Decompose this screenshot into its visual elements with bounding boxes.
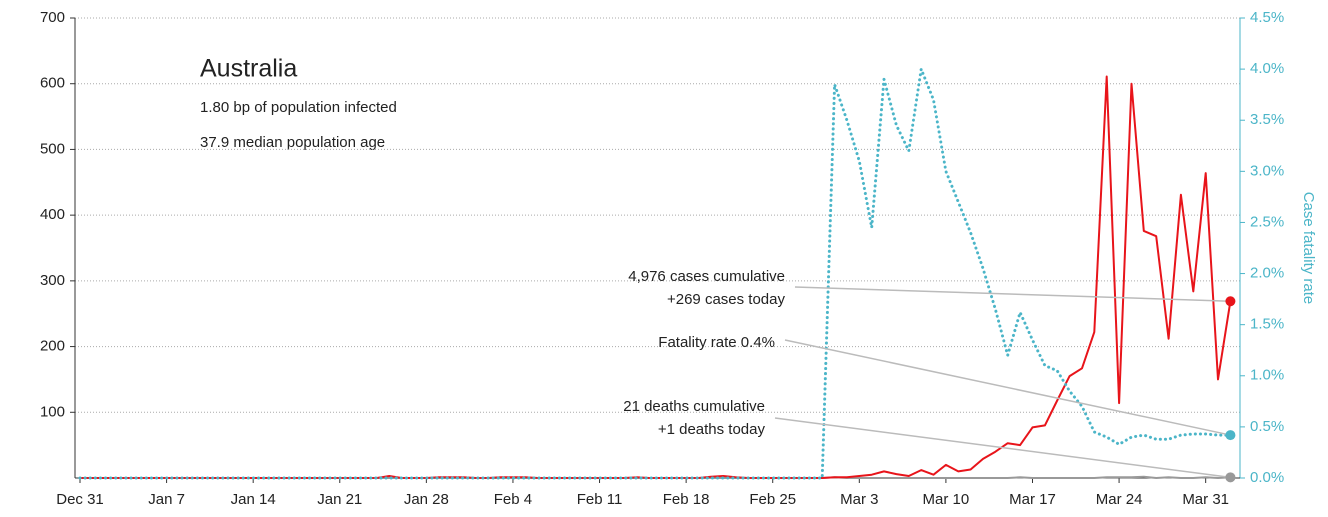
y2-tick-label: 3.0% (1250, 162, 1284, 179)
x-tick-label: Mar 31 (1182, 491, 1229, 508)
x-tick-label: Mar 17 (1009, 491, 1056, 508)
subtitle: 1.80 bp of population infected (200, 99, 397, 116)
x-tick-label: Feb 11 (577, 491, 623, 508)
annotation-leader (784, 339, 1231, 436)
annotation-leader (794, 286, 1231, 302)
x-tick-label: Mar 24 (1096, 491, 1143, 508)
y-tick-label: 700 (40, 9, 65, 26)
x-tick-label: Dec 31 (56, 491, 104, 508)
y2-tick-label: 1.0% (1250, 367, 1284, 384)
y2-tick-label: 4.5% (1250, 9, 1284, 26)
y-tick-label: 200 (40, 338, 65, 355)
x-tick-label: Feb 25 (749, 491, 796, 508)
x-tick-label: Jan 14 (231, 491, 276, 508)
y2-tick-label: 2.5% (1250, 213, 1284, 230)
x-tick-label: Jan 28 (404, 491, 449, 508)
annotation: 4,976 cases cumulative (628, 268, 785, 285)
annotation: Fatality rate 0.4% (658, 334, 775, 351)
end-dot (1225, 472, 1236, 483)
y-tick-label: 500 (40, 140, 65, 157)
x-tick-label: Feb 18 (663, 491, 710, 508)
y2-tick-label: 0.5% (1250, 418, 1284, 435)
x-tick-label: Mar 3 (840, 491, 878, 508)
y-tick-label: 400 (40, 206, 65, 223)
y2-tick-label: 2.0% (1250, 265, 1284, 282)
y-tick-label: 600 (40, 75, 65, 92)
annotation: +269 cases today (667, 291, 786, 308)
end-dot (1225, 296, 1236, 307)
subtitle: 37.9 median population age (200, 134, 385, 151)
annotation-leader (774, 417, 1231, 479)
annotation: +1 deaths today (658, 421, 766, 438)
series-line (78, 67, 1232, 480)
y-tick-label: 300 (40, 272, 65, 289)
x-tick-label: Feb 4 (494, 491, 532, 508)
x-tick-label: Jan 7 (148, 491, 185, 508)
y2-axis-label: Case fatality rate (1300, 192, 1317, 305)
annotation: 21 deaths cumulative (623, 398, 765, 415)
y2-tick-label: 3.5% (1250, 111, 1284, 128)
y2-tick-label: 1.5% (1250, 316, 1284, 333)
x-tick-label: Mar 10 (923, 491, 970, 508)
chart-title: Australia (200, 55, 297, 83)
end-dot (1225, 430, 1236, 441)
x-tick-label: Jan 21 (317, 491, 362, 508)
y2-tick-label: 4.0% (1250, 60, 1284, 77)
y-tick-label: 100 (40, 403, 65, 420)
y2-tick-label: 0.0% (1250, 469, 1284, 486)
